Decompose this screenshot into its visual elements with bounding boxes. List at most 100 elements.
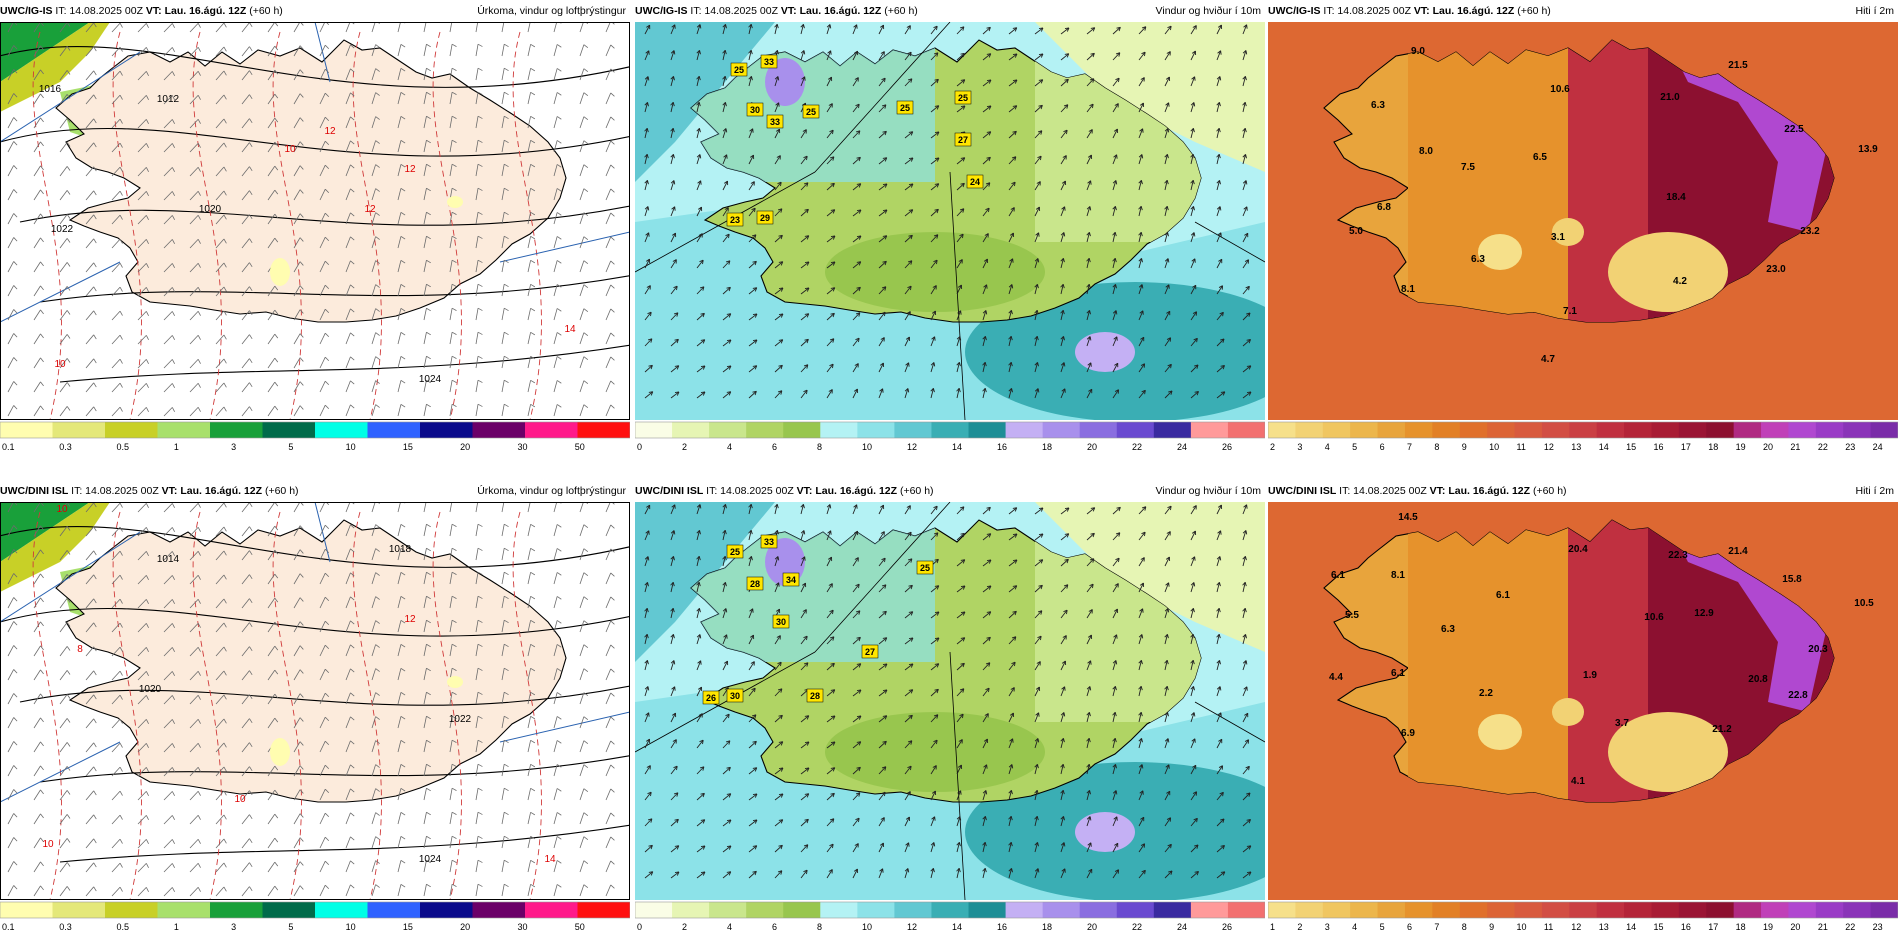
legend-tick-label: 50 [575, 442, 585, 452]
temperature-value-label: 12.9 [1694, 608, 1714, 619]
wind-barb [527, 884, 531, 897]
wind-arrow [982, 233, 989, 243]
panel-wind-igis: UWC/IG-IS IT: 14.08.2025 00Z VT: Lau. 16… [635, 0, 1265, 460]
wind-arrow [774, 313, 784, 321]
wind-barb [319, 285, 326, 297]
wind-barb [137, 767, 147, 777]
wind-barb [33, 693, 41, 705]
wind-barb [137, 119, 147, 129]
wind-arrow [1164, 531, 1171, 541]
wind-arrow [1138, 738, 1143, 749]
wind-arrow [982, 284, 988, 295]
temperature-value-label: 5.5 [1345, 610, 1359, 621]
wind-barb [293, 261, 301, 273]
wind-arrow [1242, 365, 1252, 373]
wind-arrow [904, 51, 912, 61]
wind-arrow [722, 582, 726, 593]
wind-arrow [748, 661, 755, 671]
wind-barb [163, 551, 173, 561]
map-area[interactable]: 14.5 6.1 8.1 5.5 6.3 6.1 20.4 22.3 21.4 15.8 10.5 1… [1268, 502, 1898, 900]
legend-swatch [1295, 422, 1324, 438]
wind-barb [553, 332, 558, 345]
legend-swatch [1706, 422, 1735, 438]
wind-arrow [1008, 336, 1012, 347]
wind-barb [215, 238, 225, 249]
wind-arrow [1164, 102, 1170, 113]
wind-arrow [930, 611, 940, 619]
wind-arrow [930, 157, 940, 165]
wind-barb [475, 860, 479, 873]
temperature-contour [272, 31, 302, 420]
legend-swatch [1322, 902, 1351, 918]
wind-arrow [852, 530, 858, 541]
wind-barb [501, 668, 505, 681]
gust-label-box [954, 90, 972, 105]
wind-barb [553, 404, 558, 417]
wind-arrow [1164, 844, 1172, 853]
wind-barb [215, 358, 225, 369]
legend-swatch [1350, 422, 1379, 438]
wind-arrow [1060, 104, 1069, 113]
map-area[interactable]: 9.0 6.3 8.0 7.5 6.5 10.6 21.0 21.5 22.5 13.9 18.4 2… [1268, 22, 1898, 420]
wind-barb [137, 743, 147, 753]
wind-arrow [826, 530, 832, 541]
legend-tick-label: 5 [288, 442, 293, 452]
wind-arrow [1112, 816, 1118, 827]
wind-barb [137, 695, 147, 705]
legend-tick-label: 14 [952, 922, 962, 932]
wind-barb [501, 884, 505, 897]
lead-time: (+60 h) [1517, 5, 1551, 17]
wind-arrow [1216, 504, 1222, 515]
wind-barb [579, 836, 585, 849]
wind-barb [267, 502, 276, 513]
wind-barb [7, 45, 15, 57]
legend-tick-label: 15 [1653, 922, 1663, 932]
wind-barb [59, 550, 68, 561]
wind-arrow [1034, 816, 1038, 827]
wind-arrow [852, 663, 862, 671]
wind-barb [33, 165, 41, 177]
wind-arrow [852, 741, 862, 749]
wind-barb [397, 68, 402, 81]
temperature-value-label: 9.0 [1411, 46, 1425, 57]
gust-value-label: 26 [706, 693, 716, 703]
wind-barb [189, 766, 199, 777]
wind-barb [345, 644, 351, 657]
wind-arrow [878, 715, 888, 723]
map-area[interactable]: 1014 1018 1020 1022 1024 10 10 12 8 14 10 [0, 502, 630, 900]
wind-barb [33, 741, 41, 753]
legend-swatch [1432, 422, 1461, 438]
wind-arrow [696, 128, 700, 139]
wind-barb [319, 22, 326, 33]
iceland-outline [55, 519, 567, 803]
wind-arrow [956, 388, 960, 399]
wind-barb [553, 620, 558, 633]
wind-barb [527, 68, 531, 81]
wind-barb [475, 572, 479, 585]
map-area[interactable]: 25 33 28 34 30 25 27 26 30 28 [635, 502, 1265, 900]
wind-barb [553, 788, 558, 801]
wind-arrow [1190, 712, 1195, 723]
wind-barb [345, 236, 351, 249]
wind-arrow [774, 155, 781, 165]
wind-barb [319, 813, 326, 825]
wind-barb [59, 598, 68, 609]
map-area[interactable]: 25 33 30 33 25 25 25 27 24 23 29 [635, 22, 1265, 420]
wind-arrow [1164, 686, 1168, 697]
wind-barb [579, 596, 585, 609]
map-area[interactable]: 1012 1016 1020 1022 1024 10 12 12 12 14 10 [0, 22, 630, 420]
wind-barb [293, 502, 301, 513]
temperature-value-label: 6.3 [1441, 624, 1455, 635]
wind-arrow [1008, 79, 1018, 87]
wind-arrow [1216, 312, 1224, 321]
wind-barb [33, 405, 41, 417]
temperature-value-label: 7.5 [1461, 162, 1475, 173]
panel-title: Úrkoma, vindur og loftþrýstingur [477, 5, 626, 17]
wind-arrow [1034, 712, 1040, 723]
wind-arrow [904, 740, 913, 749]
wind-barb [449, 284, 453, 297]
wind-barb [137, 47, 147, 57]
wind-arrow [670, 686, 676, 697]
temperature-value-label: 2.2 [1479, 688, 1493, 699]
wind-arrow [1008, 362, 1012, 373]
